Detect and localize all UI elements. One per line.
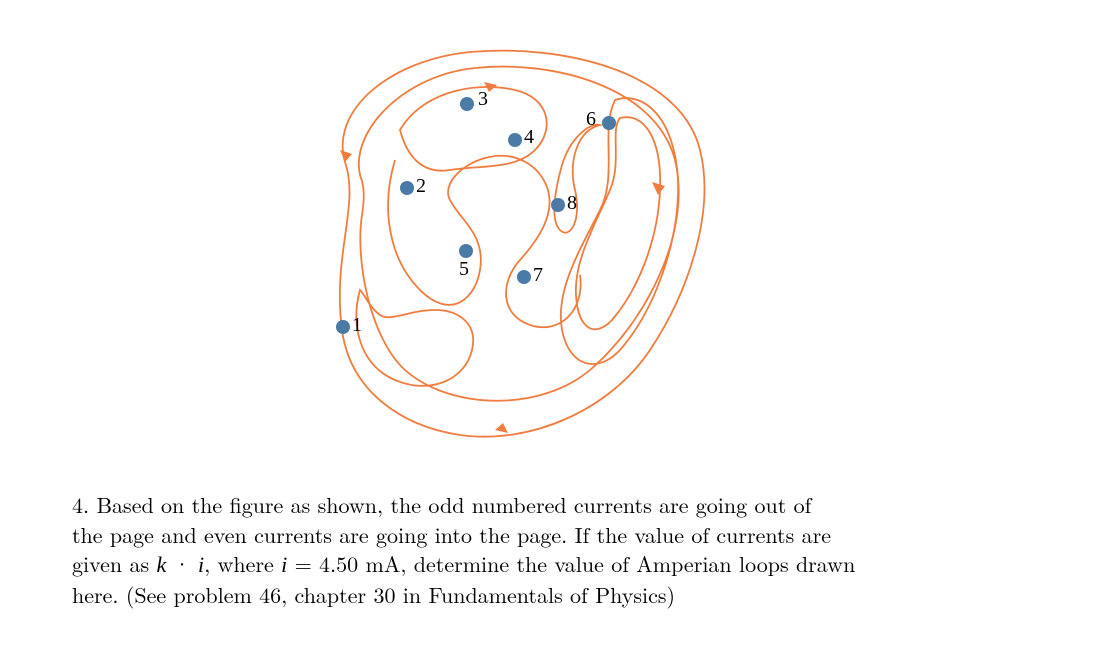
- right-lobe-outer: [561, 98, 678, 364]
- current-8-label: 8: [567, 192, 577, 215]
- math-k: k: [156, 552, 166, 577]
- current-4-dot: [508, 133, 522, 147]
- right-lobe-inner: [554, 125, 600, 233]
- cdot: ·: [166, 548, 198, 579]
- current-5-label: 5: [459, 258, 469, 281]
- arrowhead-right: [652, 182, 665, 195]
- current-6-dot: [602, 116, 616, 130]
- current-4-label: 4: [524, 126, 534, 149]
- current-7-label: 7: [533, 264, 543, 287]
- outer-loop: [340, 51, 705, 437]
- problem-line2: the page and even currents are going int…: [72, 519, 831, 550]
- arrowhead-left: [340, 150, 352, 162]
- current-2-label: 2: [416, 175, 426, 198]
- current-6-label: 6: [586, 108, 596, 131]
- problem-text: 4. Based on the figure as shown, the odd…: [72, 490, 1048, 610]
- problem-line1: Based on the figure as shown, the odd nu…: [96, 489, 811, 520]
- arrowhead-bottom: [495, 423, 508, 433]
- problem-line3g: = 4.50 mA, determine the value of Amperi…: [287, 548, 855, 579]
- current-3-dot: [460, 97, 474, 111]
- problem-line4: here. (See problem 46, chapter 30 in Fun…: [72, 579, 675, 610]
- current-1-dot: [336, 320, 350, 334]
- current-2-dot: [400, 181, 414, 195]
- loop-paths-svg: [300, 30, 720, 450]
- problem-number: 4.: [72, 489, 89, 520]
- problem-line3e: , where: [204, 548, 281, 579]
- current-7-dot: [517, 270, 531, 284]
- amperian-loop-figure: 1 2 3 4 5 6 7 8: [300, 30, 720, 450]
- current-5-dot: [459, 244, 473, 258]
- current-8-dot: [551, 198, 565, 212]
- problem-line3a: given as: [72, 548, 156, 579]
- current-1-label: 1: [352, 314, 362, 337]
- current-3-label: 3: [478, 88, 488, 111]
